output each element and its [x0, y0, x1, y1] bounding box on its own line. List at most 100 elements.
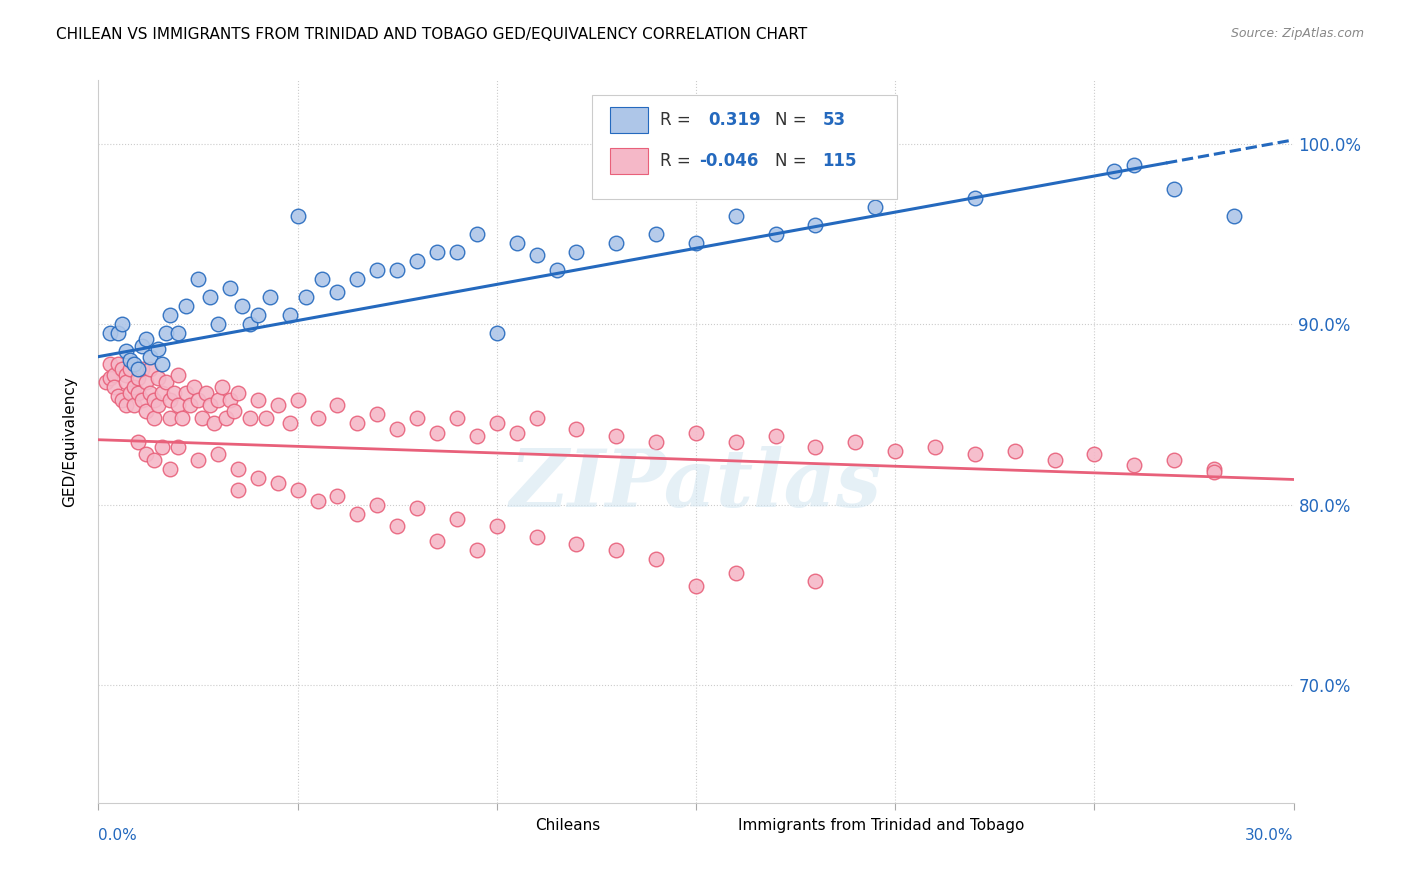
Point — [546, 263, 568, 277]
Text: Source: ZipAtlas.com: Source: ZipAtlas.com — [1230, 27, 1364, 40]
Point — [254, 411, 277, 425]
Point — [115, 375, 138, 389]
Point — [406, 501, 429, 516]
Point — [385, 263, 409, 277]
Point — [127, 362, 149, 376]
Point — [385, 422, 409, 436]
Point — [346, 272, 368, 286]
Point — [246, 392, 269, 407]
Text: N =: N = — [775, 153, 807, 170]
Point — [326, 489, 349, 503]
Point — [844, 434, 866, 449]
Point — [724, 434, 747, 449]
Point — [446, 244, 468, 259]
Point — [172, 411, 194, 425]
Point — [246, 470, 269, 484]
Text: 115: 115 — [823, 153, 858, 170]
Point — [426, 533, 449, 548]
Point — [446, 411, 468, 425]
Point — [115, 344, 138, 359]
Point — [485, 326, 508, 340]
Point — [685, 235, 707, 250]
Point — [159, 308, 181, 322]
Point — [1043, 452, 1066, 467]
Point — [485, 519, 508, 533]
Point — [120, 362, 142, 376]
Point — [96, 375, 118, 389]
Point — [246, 308, 269, 322]
Point — [426, 244, 449, 259]
Point — [385, 519, 409, 533]
Point — [135, 404, 157, 418]
Point — [150, 385, 173, 400]
Point — [565, 422, 588, 436]
Point — [115, 368, 138, 382]
Point — [187, 392, 209, 407]
Point — [465, 542, 488, 557]
Point — [98, 371, 122, 385]
Point — [259, 290, 281, 304]
Point — [124, 380, 146, 394]
Point — [765, 429, 787, 443]
Point — [131, 339, 153, 353]
Point — [167, 440, 190, 454]
Point — [219, 392, 242, 407]
Point — [1163, 452, 1185, 467]
Point — [131, 392, 153, 407]
Point — [267, 476, 290, 491]
Point — [148, 398, 170, 412]
Point — [307, 411, 329, 425]
Point — [963, 191, 986, 205]
Point — [167, 368, 190, 382]
Point — [765, 227, 787, 241]
Point — [103, 368, 125, 382]
Point — [1202, 461, 1225, 475]
Point — [211, 380, 233, 394]
Point — [366, 498, 388, 512]
Point — [143, 411, 166, 425]
Point — [645, 227, 668, 241]
Point — [167, 326, 190, 340]
Text: N =: N = — [775, 111, 807, 129]
Text: Chileans: Chileans — [534, 819, 600, 833]
Point — [159, 392, 181, 407]
Point — [287, 392, 309, 407]
Point — [191, 411, 214, 425]
Point — [107, 389, 129, 403]
Point — [207, 447, 229, 461]
Point — [485, 417, 508, 431]
Point — [526, 530, 548, 544]
Point — [346, 507, 368, 521]
Point — [865, 200, 887, 214]
Text: 0.319: 0.319 — [709, 111, 761, 129]
Point — [1123, 158, 1146, 172]
Point — [724, 566, 747, 581]
Point — [326, 285, 349, 299]
Point — [111, 317, 134, 331]
Point — [1104, 163, 1126, 178]
Point — [226, 461, 249, 475]
Point — [526, 248, 548, 262]
Point — [287, 209, 309, 223]
Point — [226, 385, 249, 400]
Point — [294, 290, 316, 304]
Point — [159, 461, 181, 475]
Point — [565, 537, 588, 551]
Point — [506, 425, 529, 440]
Point — [605, 235, 627, 250]
FancyBboxPatch shape — [502, 818, 529, 834]
Point — [406, 253, 429, 268]
Point — [685, 425, 707, 440]
FancyBboxPatch shape — [610, 148, 648, 174]
Point — [111, 392, 134, 407]
Point — [107, 357, 129, 371]
Point — [1223, 209, 1246, 223]
Text: Immigrants from Trinidad and Tobago: Immigrants from Trinidad and Tobago — [738, 819, 1024, 833]
Point — [884, 443, 907, 458]
Point — [148, 343, 170, 357]
Point — [115, 398, 138, 412]
Point — [139, 350, 162, 364]
Point — [346, 417, 368, 431]
Text: 30.0%: 30.0% — [1246, 828, 1294, 843]
Point — [685, 579, 707, 593]
